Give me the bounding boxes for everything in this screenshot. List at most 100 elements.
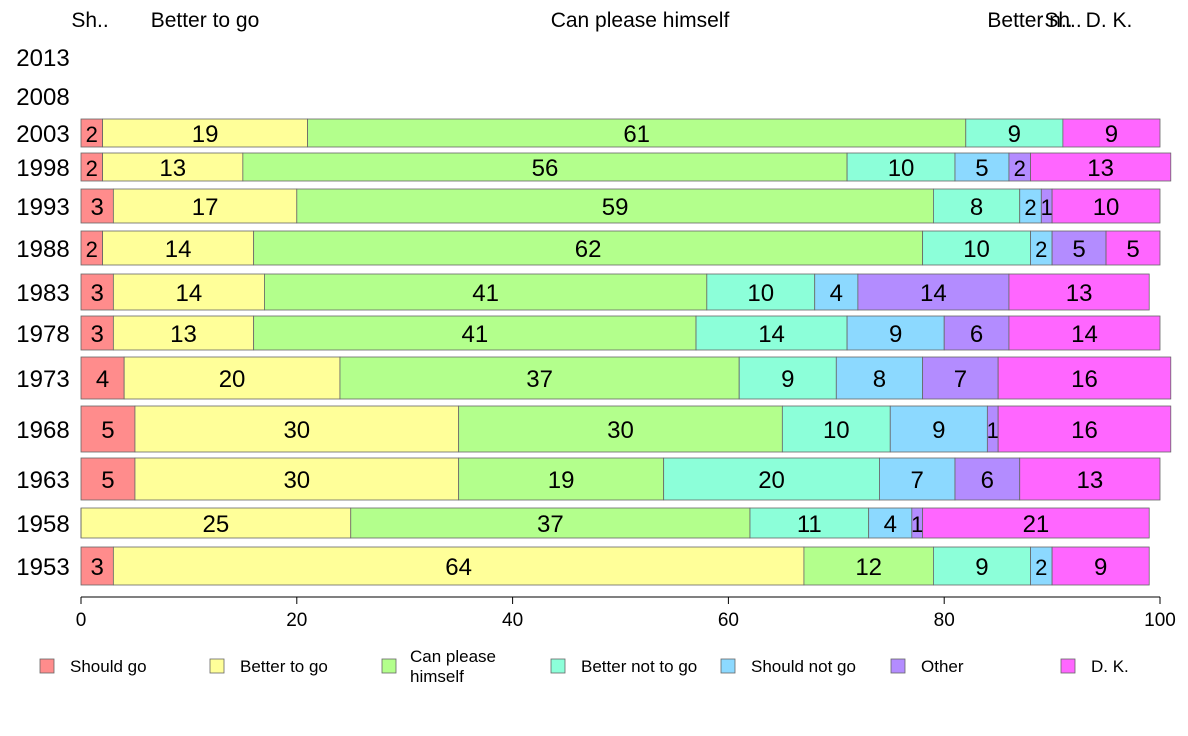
bar-segment — [80, 273, 114, 311]
bar-segment — [253, 315, 697, 351]
bar-segment — [134, 405, 460, 453]
bar-segment — [307, 118, 967, 148]
legend-swatch — [550, 658, 566, 674]
bar-segment — [879, 457, 956, 501]
legend-label-line: Can please — [410, 647, 496, 666]
bar-value-label: 12 — [855, 554, 882, 581]
top-category-label: Can please himself — [551, 9, 730, 32]
bar-value-label: 4 — [96, 366, 109, 393]
bar-value-label: 61 — [623, 121, 650, 148]
year-label: 1978 — [16, 321, 69, 348]
bar-segment — [112, 188, 298, 224]
bar-value-label: 59 — [602, 194, 629, 221]
year-label: 2008 — [16, 84, 69, 111]
bar-segment — [1030, 152, 1172, 182]
legend-label: Should not go — [751, 657, 856, 676]
bar-segment — [80, 457, 136, 501]
bar-value-label: 13 — [159, 155, 186, 182]
bar-segment — [339, 356, 740, 400]
bar-value-label: 10 — [1093, 194, 1120, 221]
bar-segment — [112, 315, 255, 351]
bar-segment — [1008, 273, 1150, 311]
bar-segment — [835, 356, 924, 400]
bar-segment — [1105, 230, 1161, 266]
bar-value-label: 1 — [1041, 195, 1053, 220]
legend-label: Can please himself — [410, 647, 496, 686]
legend-swatch — [39, 658, 55, 674]
bar-value-label: 14 — [176, 280, 203, 307]
bar-segment — [253, 230, 924, 266]
bar-value-label: 4 — [884, 511, 897, 538]
bar-value-label: 9 — [781, 366, 794, 393]
bar-value-label: 25 — [203, 511, 230, 538]
bar-value-label: 2 — [86, 156, 98, 181]
bar-segment — [695, 315, 848, 351]
bar-segment — [965, 118, 1064, 148]
legend-label: Better to go — [240, 657, 328, 676]
top-category-label: Better to go — [151, 9, 260, 32]
bar-value-label: 10 — [888, 155, 915, 182]
bar-value-label: 1 — [911, 512, 923, 537]
bar-segment — [80, 315, 114, 351]
bar-value-label: 14 — [165, 236, 192, 263]
year-label: 1963 — [16, 467, 69, 494]
bar-value-label: 16 — [1071, 417, 1098, 444]
legend-label: Should go — [70, 657, 147, 676]
bar-value-label: 13 — [170, 321, 197, 348]
bar-value-label: 9 — [889, 321, 902, 348]
top-category-label: Sh.. — [1044, 9, 1081, 32]
bar-value-label: 8 — [970, 194, 983, 221]
bar-value-label: 2 — [1035, 237, 1047, 262]
bar-value-label: 2 — [1024, 195, 1036, 220]
bar-value-label: 3 — [91, 194, 104, 221]
bar-segment — [102, 230, 255, 266]
legend-swatch — [720, 658, 736, 674]
bar-segment — [781, 405, 891, 453]
bar-value-label: 9 — [975, 554, 988, 581]
bar-segment — [350, 507, 751, 539]
x-tick-label: 60 — [718, 610, 739, 631]
year-label: 1998 — [16, 155, 69, 182]
year-label: 2013 — [16, 45, 69, 72]
year-label: 1993 — [16, 194, 69, 221]
bar-value-label: 9 — [1105, 121, 1118, 148]
bar-segment — [922, 230, 1031, 266]
bar-value-label: 13 — [1077, 467, 1104, 494]
bar-segment — [889, 405, 988, 453]
bar-value-label: 3 — [91, 554, 104, 581]
bar-value-label: 30 — [283, 417, 310, 444]
bar-segment — [846, 152, 956, 182]
bar-value-label: 2 — [1014, 156, 1026, 181]
bar-value-label: 2 — [86, 237, 98, 262]
legend-label: D. K. — [1091, 657, 1129, 676]
bar-segment — [80, 188, 114, 224]
year-label: 1973 — [16, 366, 69, 393]
bar-segment — [997, 405, 1172, 453]
bar-value-label: 5 — [975, 155, 988, 182]
legend-label: Better not to go — [581, 657, 697, 676]
bar-value-label: 14 — [920, 280, 947, 307]
bar-segment — [933, 188, 1021, 224]
bar-segment — [954, 152, 1010, 182]
legend-swatch — [1060, 658, 1076, 674]
bar-segment — [1008, 315, 1161, 351]
bar-value-label: 10 — [823, 417, 850, 444]
legend-label-line: himself — [410, 667, 464, 686]
bar-value-label: 14 — [758, 321, 785, 348]
bar-value-label: 3 — [91, 321, 104, 348]
top-category-label: D. K. — [1086, 9, 1133, 32]
bar-value-label: 21 — [1023, 511, 1050, 538]
bar-value-label: 30 — [283, 467, 310, 494]
bar-value-label: 13 — [1066, 280, 1093, 307]
bar-value-label: 56 — [532, 155, 559, 182]
bar-segment — [857, 273, 1010, 311]
bar-segment — [1062, 118, 1161, 148]
bar-segment — [663, 457, 880, 501]
bar-value-label: 41 — [472, 280, 499, 307]
bar-segment — [846, 315, 945, 351]
bar-value-label: 4 — [830, 280, 843, 307]
year-label: 1983 — [16, 280, 69, 307]
bar-value-label: 2 — [86, 122, 98, 147]
bar-value-label: 14 — [1071, 321, 1098, 348]
bar-value-label: 10 — [747, 280, 774, 307]
